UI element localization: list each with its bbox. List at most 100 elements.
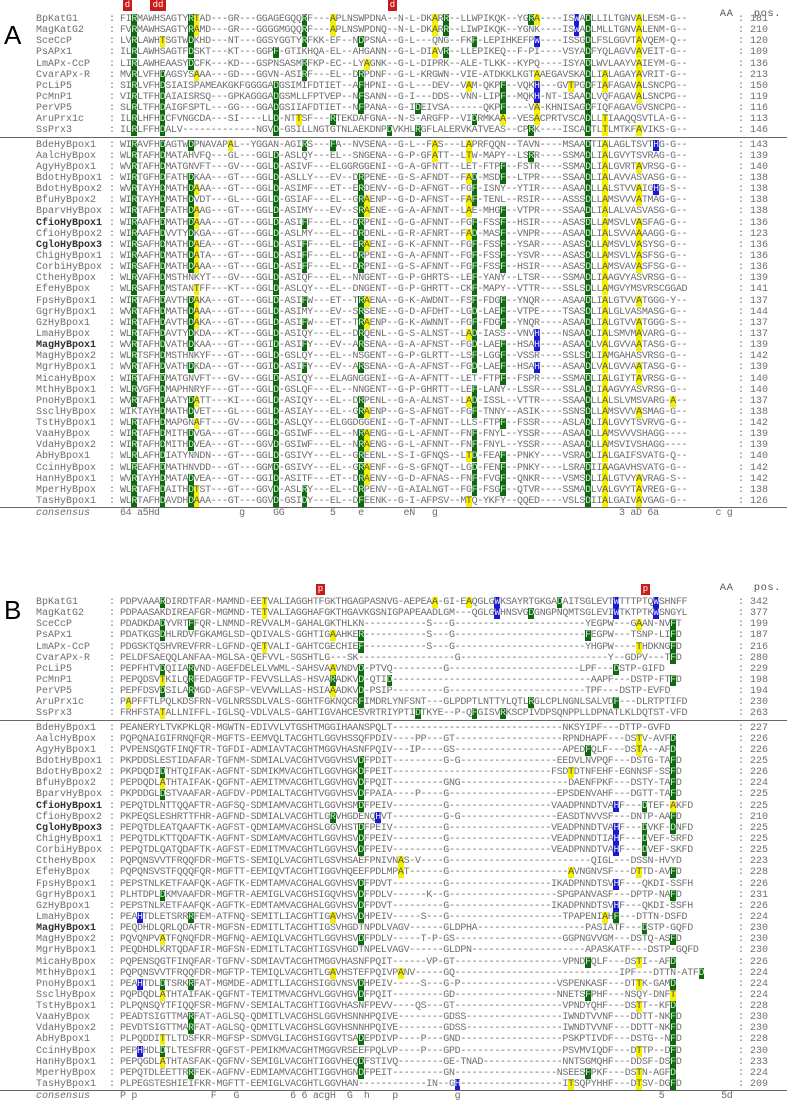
aa-pos-header: AA pos. (720, 8, 781, 20)
sequence-residues: WIRTAFHDMATGNVFT---GV---GGLD-ASIQY---ELA… (120, 373, 688, 385)
separator: : (738, 1067, 745, 1079)
aa-position: 194 (750, 686, 769, 698)
separator: : (109, 172, 116, 184)
catalytic-site-mark: p (641, 584, 650, 595)
sequence-residues: ILRLHFHDCFVNGCDA---SI----LLD-NTTSF---RTE… (120, 114, 688, 126)
sequence-residues: PQPENSQGTFINQFAR-TGFNV-SDMIAVTACGHTMGGVH… (120, 956, 676, 968)
aa-position: 138 (750, 484, 769, 496)
aa-position: 139 (750, 340, 769, 352)
sequence-name: TasHyBpox1 (36, 1079, 97, 1091)
sequence-row: BdeHyBpox1: WIRAVFHDAGTWDPNAVAPAL--YGGAN-… (0, 139, 787, 151)
sequence-row: VdaHyBpox2: WIRTAFHDMITHDVEA---GT---GGVD-… (0, 440, 787, 452)
sequence-name: GgrHyBpox1 (36, 889, 97, 901)
separator: : (738, 945, 745, 957)
separator: : (109, 114, 116, 126)
separator: : (109, 800, 116, 812)
separator: : (109, 91, 116, 103)
sequence-residues: WIRSAFHDMATHDAEA---GT---GGLD-ASIFF---EL-… (120, 239, 688, 251)
sequence-row: CfioHyBpox1: PEPQTDLNTTQQAFTR-AGFSQ-SDMIA… (0, 800, 787, 812)
sequence-residues: WLRTAFHDAVDHDAAA---GT---GGVD-GSIDY---EL-… (120, 496, 688, 508)
separator: : (109, 755, 116, 767)
sequence-row: HanHyBpox1: WVRTAYHDMATADVEA---GT---GGID-… (0, 473, 787, 485)
sequence-name: SsclHyBpox (36, 406, 97, 418)
sequence-row: VdaHyBpox2: PEVDTSIGTTMARFAT-AGLSQ-QDMITL… (0, 1023, 787, 1035)
sequence-residues: PDPAASAKDIREAFGR-MGMND-TETVALIAGGHAFGKTH… (120, 608, 688, 620)
separator: : (738, 69, 745, 81)
aa-position: 137 (750, 395, 769, 407)
sequence-row: MagHyBpox1: WVRTAFHDVATHDKAA---GT---GGID-… (0, 340, 787, 352)
aa-position: 210 (750, 25, 769, 37)
sequence-row: PcMnP1: PEPQDSVTKILQRFEDAGGFTP-FEVVSLLAS-… (0, 674, 787, 686)
sequence-name: SsPrx3 (36, 125, 73, 137)
separator: : (109, 429, 116, 441)
sequence-row: CgloHyBpox3: WIRSAFHDMATHDAEA---GT---GGLD… (0, 239, 787, 251)
sequence-row: EfeHyBpox: WLRSAFHDMSTANTFF---KT---GGLD-A… (0, 284, 787, 296)
sequence-residues: PEAHTDLDTSRKRFAT-MGMDE-ADMITLIACGHSIGGVN… (120, 978, 676, 990)
sequence-residues: WLREAFHDMATHNVDD---GT---GGMD-GSIVY---EL-… (120, 462, 688, 474)
separator: : (738, 317, 745, 329)
aa-position: 224 (750, 911, 769, 923)
separator: : (109, 967, 116, 979)
sequence-name: AruPrx1c (36, 697, 85, 709)
sequence-name: EfeHyBpox (36, 284, 91, 296)
sequence-row: TasHyBpox1: PLPEGSTESHIEIFKR-MGFTT-EEMIGL… (0, 1079, 787, 1091)
sequence-residues: PQPQNSVVTFRQQFDR-MGFTP-TEMIQLVACGHTLGAVH… (120, 967, 705, 979)
sequence-residues: WVRTAYHDMATHDAAA---GT---GGLD-ASIMF---ET-… (120, 184, 688, 196)
panel-label: B (4, 595, 22, 625)
sequence-name: BparvHyBpox (36, 206, 103, 218)
sequence-residues: WLRVGFHDMAPHNRYF---GT---GGLD-GSLQF---EL-… (120, 384, 688, 396)
separator: : (738, 462, 745, 474)
separator: : (738, 811, 745, 823)
aa-position: 199 (750, 619, 769, 631)
sequence-residues: PDATKGSDHLRDVFGKAMGLSD-QDIVALS-GGHTIGAAH… (120, 630, 682, 642)
separator: : (109, 767, 116, 779)
catalytic-site-mark: d (388, 0, 397, 11)
separator: : (738, 755, 745, 767)
separator: : (738, 139, 745, 151)
aa-position: 216 (750, 641, 769, 653)
separator: : (738, 652, 745, 664)
separator: : (738, 800, 745, 812)
separator: : (109, 1045, 116, 1057)
sequence-row: AbHyBpox1: PLPQDDITTLTDSFKR-MGFSP-SDMVGLI… (0, 1034, 787, 1046)
separator: : (738, 978, 745, 990)
aa-position: 209 (750, 1079, 769, 1091)
aa-position: 226 (750, 733, 769, 745)
sequence-row: GgrHyBpox1: WVRTAFHDMATHDAAA---GT---GGLD-… (0, 306, 787, 318)
sequence-residues: ILRLFFHDALV-------------NGVD-GSILLNGTGTN… (120, 125, 688, 137)
sequence-row: MicaHyBpox: WIRTAFHDMATGNVFT---GV---GGLD-… (0, 373, 787, 385)
separator: : (109, 47, 116, 59)
aa-position: 226 (750, 767, 769, 779)
sequence-residues: LVRLAWHTSGTWDKHD---NT---GGSYGGTYRFKK-EF-… (120, 36, 688, 48)
sequence-row: MperHyBpox: PEPQTDLEETTRRFEK-AGFNV-EDMIAM… (0, 1067, 787, 1079)
sequence-residues: WLRTAFHDAITHDTST---GT---GGVD-ASLRY---EL-… (120, 484, 688, 496)
separator: : (738, 395, 745, 407)
sequence-row: GzHyBpox1: PEPSTNLKETFAAFQK-AGFTK-EDMTAMV… (0, 900, 787, 912)
sequence-row: AgyHyBpox1: PVPENSQGTFINQFTR-TGFDI-ADMIAV… (0, 744, 787, 756)
separator: : (109, 1067, 116, 1079)
separator: : (738, 340, 745, 352)
separator: : (738, 362, 745, 374)
aa-position: 137 (750, 295, 769, 307)
aa-position: 136 (750, 262, 769, 274)
aa-position: 116 (750, 103, 769, 115)
aa-position: 226 (750, 900, 769, 912)
separator: : (109, 36, 116, 48)
aa-position: 230 (750, 945, 769, 957)
sequence-residues: PEPQGDLATHTASFAK-QGFNV-SEMIGLVACGHTIGGVH… (120, 1056, 682, 1068)
separator: : (738, 856, 745, 868)
separator: : (109, 608, 116, 620)
separator: : (109, 663, 116, 675)
sequence-name: TstHyBpox1 (36, 1001, 97, 1013)
aa-position: 138 (750, 184, 769, 196)
sequence-name: BdotHyBpox2 (36, 767, 103, 779)
sequence-residues: PQPQNAIGIFRNQFQR-MGFTS-EEMVQLTACGHTLGGVH… (120, 733, 676, 745)
sequence-residues: PVPENSQGTFINQFTR-TGFDI-ADMIAVTACGHTMGGVH… (120, 744, 676, 756)
sequence-residues: PQVQNPVATFQNQFDR-MGFNQ-AEMIQLVACGHTLGGVH… (120, 934, 682, 946)
separator: : (738, 451, 745, 463)
sequence-name: CvarAPx-R (36, 69, 91, 81)
sequence-residues: PQPQNSVVTFRQQFDR-MGFTS-SEMIQLVACGHTLGSVH… (120, 856, 682, 868)
aa-position: 139 (750, 362, 769, 374)
sequence-row: PnoHyBpox1: WVRTAFHDAATYDATT---KI---GGLD-… (0, 395, 787, 407)
separator: : (738, 989, 745, 1001)
